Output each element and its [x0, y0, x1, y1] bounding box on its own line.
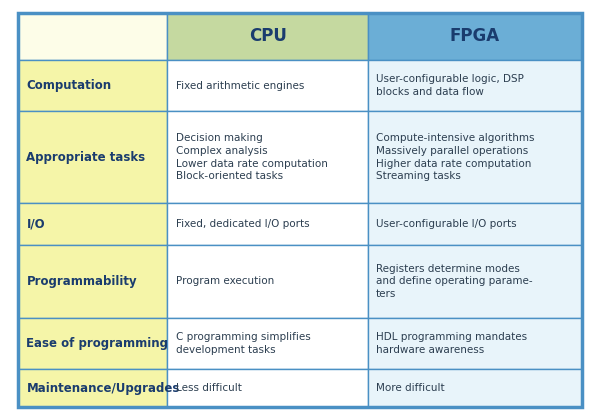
Bar	[368, 203, 582, 245]
Bar	[18, 13, 167, 60]
Text: FPGA: FPGA	[450, 27, 500, 45]
Bar	[368, 369, 582, 407]
Bar	[167, 111, 368, 203]
Text: Program execution: Program execution	[176, 276, 274, 286]
Bar	[368, 245, 582, 318]
Bar	[368, 318, 582, 369]
Bar	[18, 203, 167, 245]
Text: Computation: Computation	[26, 79, 112, 92]
Bar	[167, 369, 368, 407]
Bar	[368, 111, 582, 203]
Bar	[368, 13, 582, 60]
Text: Decision making
Complex analysis
Lower data rate computation
Block-oriented task: Decision making Complex analysis Lower d…	[176, 133, 328, 181]
Bar	[167, 245, 368, 318]
Bar	[18, 369, 167, 407]
Text: Maintenance/Upgrades: Maintenance/Upgrades	[26, 382, 180, 395]
Bar	[167, 203, 368, 245]
Text: Registers determine modes
and define operating parame-
ters: Registers determine modes and define ope…	[376, 263, 533, 299]
Bar	[368, 60, 582, 111]
Bar	[18, 318, 167, 369]
Bar	[18, 60, 167, 111]
Text: Fixed, dedicated I/O ports: Fixed, dedicated I/O ports	[176, 219, 310, 229]
Text: Appropriate tasks: Appropriate tasks	[26, 151, 146, 164]
Text: Programmability: Programmability	[26, 275, 137, 288]
Text: Compute-intensive algorithms
Massively parallel operations
Higher data rate comp: Compute-intensive algorithms Massively p…	[376, 133, 535, 181]
Text: I/O: I/O	[26, 218, 45, 231]
Text: HDL programming mandates
hardware awareness: HDL programming mandates hardware awaren…	[376, 332, 527, 355]
Text: C programming simplifies
development tasks: C programming simplifies development tas…	[176, 332, 311, 355]
Text: Fixed arithmetic engines: Fixed arithmetic engines	[176, 81, 304, 90]
Bar	[167, 60, 368, 111]
Text: User-configurable logic, DSP
blocks and data flow: User-configurable logic, DSP blocks and …	[376, 74, 524, 97]
Text: User-configurable I/O ports: User-configurable I/O ports	[376, 219, 517, 229]
Bar	[18, 245, 167, 318]
Text: CPU: CPU	[248, 27, 287, 45]
Bar	[167, 318, 368, 369]
Text: Ease of programming: Ease of programming	[26, 337, 169, 350]
Bar	[18, 111, 167, 203]
Text: Less difficult: Less difficult	[176, 383, 242, 394]
Text: More difficult: More difficult	[376, 383, 445, 394]
Bar	[167, 13, 368, 60]
